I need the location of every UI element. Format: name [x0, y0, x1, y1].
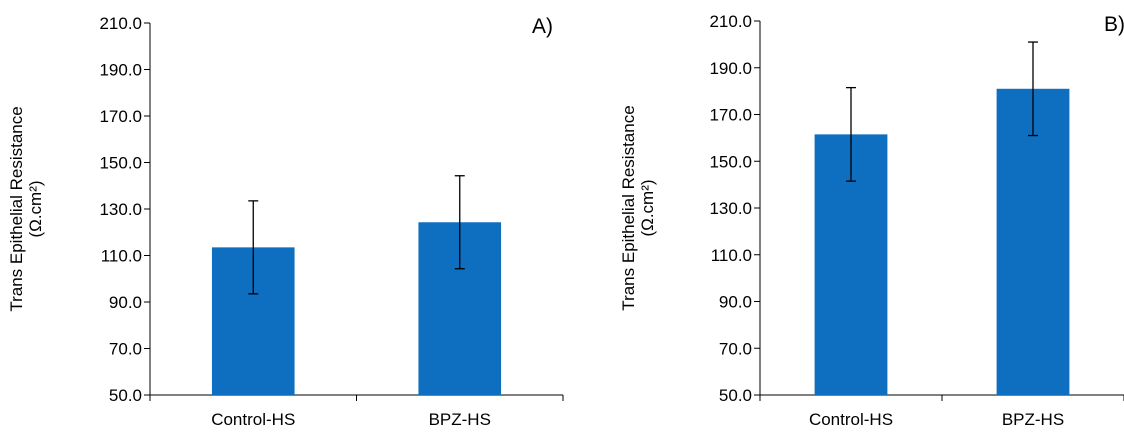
- x-category-label: Control-HS: [809, 410, 893, 429]
- y-axis-unit-label: (Ω.cm²): [26, 180, 45, 237]
- chart-panel-b: 50.0 70.0 90.0 110.0 130.0 150.0 170.0 190.0 210…: [619, 12, 1124, 429]
- panel-label: A): [532, 15, 553, 38]
- y-axis-unit-label: (Ω.cm²): [638, 179, 657, 236]
- y-tick-label: 50.0: [109, 386, 142, 405]
- x-category-label: BPZ-HS: [1002, 410, 1064, 429]
- y-axis-label: Trans Epithelial Resistance: [619, 105, 638, 310]
- y-tick-label: 70.0: [109, 340, 142, 359]
- y-tick-label: 90.0: [109, 293, 142, 312]
- panel-label: B): [1104, 13, 1124, 36]
- y-tick-label: 130.0: [709, 199, 752, 218]
- y-tick-label: 90.0: [719, 293, 752, 312]
- y-tick-label: 110.0: [711, 246, 752, 265]
- y-tick-label: 190.0: [709, 59, 752, 78]
- y-axis-label: Trans Epithelial Resistance: [7, 106, 26, 311]
- x-category-label: Control-HS: [211, 410, 295, 429]
- y-tick-label: 210.0: [99, 14, 142, 33]
- y-tick-label: 150.0: [709, 152, 752, 171]
- y-tick-label: 170.0: [99, 107, 142, 126]
- y-tick-label: 70.0: [719, 339, 752, 358]
- y-tick-label: 110.0: [101, 247, 142, 266]
- y-tick-label: 150.0: [99, 154, 142, 173]
- y-tick-label: 170.0: [709, 106, 752, 125]
- y-tick-label: 210.0: [709, 12, 752, 31]
- bar-bpz-hs: [996, 88, 1070, 395]
- y-tick-label: 50.0: [719, 386, 752, 405]
- y-tick-label: 190.0: [99, 61, 142, 80]
- y-tick-label: 130.0: [99, 200, 142, 219]
- chart-panel-a: 50.0 70.0 90.0 110.0 130.0 150.0 170.0 190.0 210…: [7, 14, 564, 429]
- x-category-label: BPZ-HS: [429, 410, 491, 429]
